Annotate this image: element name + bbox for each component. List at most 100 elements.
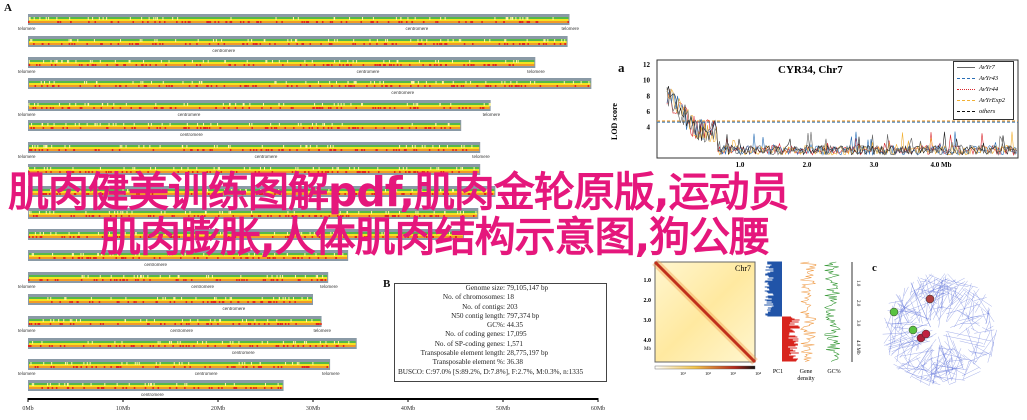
red-mark	[316, 107, 319, 109]
light-mark	[184, 383, 186, 386]
red-mark	[148, 127, 150, 129]
red-mark	[400, 127, 403, 129]
red-mark	[110, 279, 112, 281]
red-mark	[587, 85, 590, 87]
red-mark	[230, 21, 233, 23]
light-mark	[81, 275, 83, 278]
light-mark	[440, 189, 442, 192]
red-mark	[512, 43, 515, 45]
network-edge	[897, 295, 906, 308]
red-mark	[305, 64, 308, 66]
red-mark	[93, 107, 95, 109]
light-mark	[447, 123, 449, 126]
red-mark	[291, 215, 293, 217]
legend-label: AvYr43	[979, 75, 999, 82]
green-track	[29, 383, 283, 385]
red-mark	[72, 323, 75, 325]
network-edge	[967, 349, 974, 355]
red-mark	[116, 193, 119, 195]
network-edge	[897, 317, 914, 333]
light-mark	[184, 253, 186, 256]
red-mark	[87, 257, 90, 259]
chromosome-label: centromere	[255, 154, 278, 159]
light-mark	[147, 123, 149, 126]
light-mark	[444, 211, 446, 214]
red-mark	[335, 257, 337, 259]
red-mark	[68, 43, 71, 45]
light-mark	[43, 362, 45, 365]
light-mark	[168, 60, 170, 63]
red-mark	[202, 149, 205, 151]
network-edge	[961, 367, 980, 377]
red-mark	[387, 21, 390, 23]
red-mark	[77, 257, 80, 259]
light-mark	[178, 275, 180, 278]
light-mark	[53, 123, 55, 126]
red-mark	[260, 366, 263, 368]
network-edge	[924, 357, 953, 380]
red-mark	[270, 387, 273, 389]
light-mark	[297, 17, 299, 20]
red-mark	[39, 236, 42, 238]
light-mark	[286, 253, 288, 256]
light-mark	[412, 81, 414, 84]
light-mark	[123, 167, 125, 170]
light-mark	[452, 189, 454, 192]
light-mark	[314, 103, 316, 106]
light-mark	[173, 362, 175, 365]
red-mark	[282, 193, 284, 195]
light-mark	[66, 362, 68, 365]
red-mark	[61, 107, 64, 109]
green-track	[29, 145, 480, 147]
red-mark	[220, 193, 223, 195]
red-mark	[376, 43, 378, 45]
red-mark	[155, 366, 157, 368]
light-mark	[232, 341, 234, 344]
red-mark	[197, 387, 200, 389]
light-mark	[181, 167, 183, 170]
light-mark	[228, 211, 230, 214]
light-mark	[304, 60, 306, 63]
red-mark	[28, 21, 30, 23]
red-mark	[233, 257, 235, 259]
red-mark	[65, 149, 67, 151]
red-mark	[462, 215, 464, 217]
light-mark	[361, 103, 363, 106]
light-mark	[67, 60, 69, 63]
stat-key: Transposable element length:	[420, 349, 505, 358]
light-mark	[75, 319, 77, 322]
red-mark	[375, 149, 377, 151]
red-mark	[340, 21, 343, 23]
light-mark	[65, 297, 67, 300]
red-mark	[88, 21, 90, 23]
light-mark	[99, 123, 101, 126]
light-mark	[114, 211, 116, 214]
light-mark	[442, 81, 444, 84]
axis-tick-label: 30Mb	[306, 406, 320, 412]
red-mark	[176, 21, 178, 23]
red-mark	[512, 64, 514, 66]
red-mark	[163, 21, 166, 23]
red-mark	[86, 193, 88, 195]
red-mark	[86, 257, 88, 259]
light-mark	[196, 167, 198, 170]
red-mark	[253, 366, 255, 368]
red-mark	[308, 149, 310, 151]
green-track	[29, 81, 591, 83]
red-mark	[208, 387, 211, 389]
light-mark	[106, 232, 108, 235]
light-mark	[294, 341, 296, 344]
red-mark	[204, 236, 206, 238]
light-mark	[325, 341, 327, 344]
red-mark	[263, 387, 266, 389]
network-edge	[947, 273, 958, 285]
light-mark	[156, 17, 158, 20]
network-edge	[888, 337, 896, 342]
lod-chart-title: CYR34, Chr7	[778, 64, 843, 76]
light-mark	[438, 167, 440, 170]
light-mark	[50, 297, 52, 300]
red-mark	[330, 149, 332, 151]
red-mark	[155, 64, 157, 66]
red-mark	[321, 171, 323, 173]
light-mark	[47, 123, 49, 126]
